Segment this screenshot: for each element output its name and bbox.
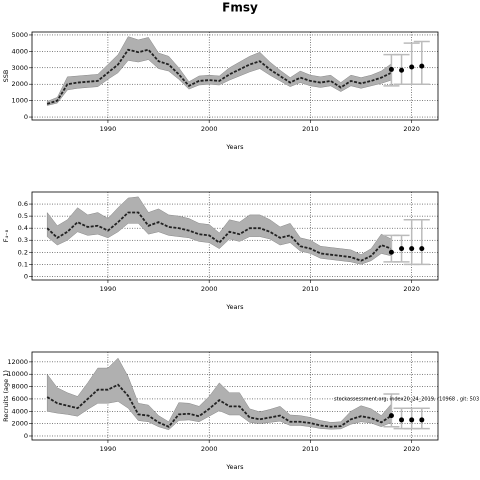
x-tick-label: 1990 bbox=[100, 445, 117, 453]
y-tick-label: 0 bbox=[24, 432, 28, 440]
x-tick-label: 1990 bbox=[100, 125, 117, 133]
plot-area bbox=[31, 191, 439, 281]
x-axis-label: Years bbox=[225, 463, 244, 471]
confidence-band bbox=[46, 357, 392, 431]
annotation: stockassessment.org, index20_24_2019, r1… bbox=[334, 397, 479, 403]
y-tick-label: 0 bbox=[24, 272, 28, 280]
projection-point bbox=[388, 66, 394, 72]
y-tick-label: 0.6 bbox=[18, 200, 28, 208]
y-tick-label: 12000 bbox=[7, 358, 28, 366]
y-axis-label: Recruits (age 1) bbox=[2, 370, 10, 422]
x-tick-label: 2000 bbox=[201, 445, 218, 453]
y-tick-label: 0.1 bbox=[18, 260, 28, 268]
y-axis-label: SSB bbox=[2, 70, 10, 83]
x-axis-label: Years bbox=[225, 143, 244, 151]
y-tick-label: 0.4 bbox=[18, 224, 28, 232]
x-tick-label: 2010 bbox=[302, 445, 319, 453]
projection-point bbox=[399, 246, 405, 252]
y-tick-label: 8000 bbox=[11, 383, 28, 391]
projection-point bbox=[409, 417, 415, 423]
estimate-line bbox=[46, 48, 392, 105]
confidence-band bbox=[46, 36, 392, 106]
x-tick-label: 2000 bbox=[201, 125, 218, 133]
projection-point bbox=[419, 417, 425, 423]
plot-area bbox=[31, 351, 439, 441]
projection-point bbox=[409, 246, 415, 252]
projection-point bbox=[399, 67, 405, 73]
y-tick-label: 2000 bbox=[11, 420, 28, 428]
x-axis-label: Years bbox=[225, 303, 244, 311]
y-tick-label: 2000 bbox=[11, 80, 28, 88]
figure-title: Fmsy bbox=[222, 1, 258, 15]
y-axis-label: F₄₋₈ bbox=[2, 229, 10, 242]
x-tick-label: 2020 bbox=[403, 285, 420, 293]
x-tick-label: 2020 bbox=[403, 125, 420, 133]
y-tick-label: 0.2 bbox=[18, 248, 28, 256]
estimate-line bbox=[46, 211, 392, 262]
estimate-line bbox=[46, 383, 392, 428]
y-tick-label: 4000 bbox=[11, 47, 28, 55]
projection-point bbox=[388, 249, 394, 255]
x-tick-label: 2010 bbox=[302, 285, 319, 293]
projection-point bbox=[419, 246, 425, 252]
projection-point bbox=[409, 64, 415, 70]
y-tick-label: 6000 bbox=[11, 395, 28, 403]
x-tick-label: 2020 bbox=[403, 445, 420, 453]
x-tick-label: 2010 bbox=[302, 125, 319, 133]
projection-point bbox=[388, 413, 394, 419]
y-tick-label: 3000 bbox=[11, 64, 28, 72]
x-tick-label: 2000 bbox=[201, 285, 218, 293]
y-tick-label: 0 bbox=[24, 113, 28, 121]
y-tick-label: 1000 bbox=[11, 97, 28, 105]
y-tick-label: 0.3 bbox=[18, 236, 28, 244]
y-tick-label: 5000 bbox=[11, 31, 28, 39]
plot-area bbox=[31, 31, 439, 121]
y-tick-label: 4000 bbox=[11, 407, 28, 415]
confidence-band bbox=[46, 196, 392, 265]
y-tick-label: 0.5 bbox=[18, 212, 28, 220]
y-tick-label: 10000 bbox=[7, 370, 28, 378]
x-tick-label: 1990 bbox=[100, 285, 117, 293]
projection-point bbox=[399, 417, 405, 423]
projection-point bbox=[419, 63, 425, 69]
